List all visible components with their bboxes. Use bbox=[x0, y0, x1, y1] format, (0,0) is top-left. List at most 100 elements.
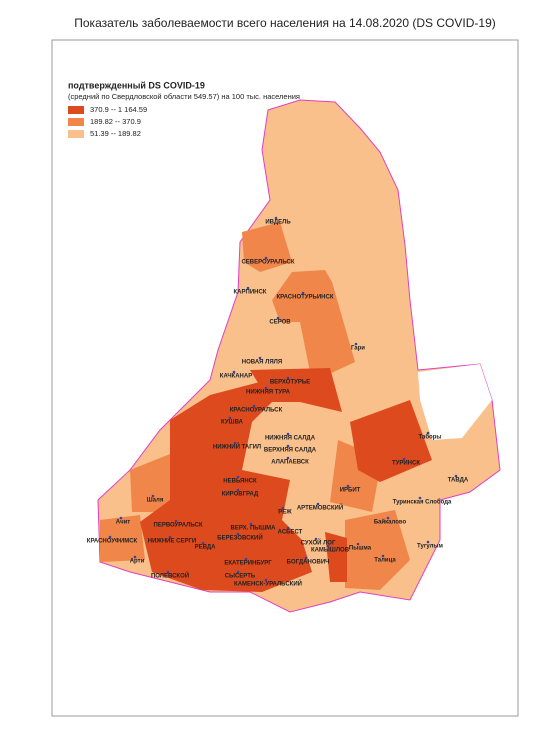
place-label: Тугулым bbox=[417, 544, 443, 550]
region bbox=[140, 382, 312, 592]
place-label: СЕРОВ bbox=[269, 320, 291, 326]
place-dot bbox=[356, 542, 360, 546]
place-label: БЕРЕЗОВСКИЙ bbox=[217, 534, 262, 542]
place-dot bbox=[286, 432, 290, 436]
place-dot bbox=[233, 441, 237, 445]
place-label: ИВДЕЛЬ bbox=[265, 220, 291, 226]
place-dot bbox=[258, 356, 262, 360]
place-dot bbox=[236, 532, 240, 536]
place-dot bbox=[276, 316, 280, 320]
place-label: НЕВЬЯНСК bbox=[223, 479, 257, 485]
place-label: НИЖНИЕ СЕРГИ bbox=[148, 539, 196, 545]
region bbox=[250, 368, 342, 412]
place-label: Пышма bbox=[349, 546, 372, 552]
legend-swatch bbox=[68, 118, 84, 126]
place-label: РЕЖ bbox=[278, 510, 292, 516]
place-label: СЫСЕРТЬ bbox=[225, 574, 256, 580]
place-dot bbox=[304, 556, 308, 560]
place-dot bbox=[246, 286, 250, 290]
place-label: Талица bbox=[374, 558, 396, 564]
legend-heading: подтвержденный DS COVID-19 bbox=[68, 80, 205, 90]
place-label: КАЧКАНАР bbox=[220, 374, 252, 380]
place-label: КРАСНОТУРЬИНСК bbox=[276, 295, 333, 301]
place-dot bbox=[232, 370, 236, 374]
place-label: НИЖНЯЯ САЛДА bbox=[265, 436, 316, 442]
place-label: ЕКАТЕРИНБУРГ bbox=[224, 561, 272, 567]
place-label: КРАСНОУРАЛЬСК bbox=[230, 408, 283, 414]
place-dot bbox=[326, 544, 330, 548]
place-label: АРТЕМОВСКИЙ bbox=[297, 504, 343, 512]
place-label: Гари bbox=[351, 346, 365, 352]
place-label: Арти bbox=[130, 559, 145, 565]
place-dot bbox=[402, 457, 406, 461]
place-label: КИРОВГРАД bbox=[222, 492, 259, 498]
place-dot bbox=[281, 506, 285, 510]
place-label: АСБЕСТ bbox=[278, 530, 303, 536]
place-label: ПОЛЕВСКОЙ bbox=[151, 572, 189, 580]
place-dot bbox=[252, 404, 256, 408]
region bbox=[242, 222, 292, 272]
place-dot bbox=[274, 216, 278, 220]
place-dot bbox=[108, 535, 112, 539]
place-label: РЕВДА bbox=[195, 545, 217, 551]
place-dot bbox=[236, 570, 240, 574]
place-label: Ачит bbox=[116, 520, 131, 526]
legend: подтвержденный DS COVID-19 (средний по С… bbox=[68, 80, 300, 138]
place-label: СЕВЕРОУРАЛЬСК bbox=[241, 260, 294, 266]
place-label: Шаля bbox=[147, 498, 164, 504]
place-dot bbox=[264, 256, 268, 260]
place-label: КРАСНОУФИМСК bbox=[87, 539, 138, 545]
place-label: НИЖНЯЯ ТУРА bbox=[246, 390, 291, 396]
place-label: ТУРИНСК bbox=[392, 461, 420, 467]
place-dot bbox=[119, 516, 123, 520]
place-dot bbox=[301, 291, 305, 295]
place-dot bbox=[236, 488, 240, 492]
place-label: Таборы bbox=[418, 434, 441, 441]
place-dot bbox=[201, 541, 205, 545]
place-label: НОВАЯ ЛЯЛЯ bbox=[242, 360, 282, 366]
region bbox=[325, 532, 347, 582]
place-dot bbox=[264, 386, 268, 390]
region bbox=[345, 510, 410, 590]
place-dot bbox=[286, 376, 290, 380]
place-dot bbox=[166, 570, 170, 574]
place-dot bbox=[236, 475, 240, 479]
region bbox=[272, 270, 355, 382]
place-dot bbox=[286, 456, 290, 460]
place-label: КАРПИНСК bbox=[234, 290, 267, 296]
legend-swatch bbox=[68, 130, 84, 138]
legend-entry: 370.9 -- 1 164.59 bbox=[90, 105, 147, 114]
place-dot bbox=[354, 342, 358, 346]
region bbox=[100, 515, 145, 562]
place-label: НИЖНИЙ ТАГИЛ bbox=[213, 443, 261, 451]
legend-swatch bbox=[68, 106, 84, 114]
place-dot bbox=[346, 484, 350, 488]
place-dot bbox=[426, 540, 430, 544]
place-label: ИРБИТ bbox=[340, 488, 361, 494]
place-label: ПЕРВОУРАЛЬСК bbox=[154, 523, 203, 529]
region-map bbox=[97, 99, 501, 613]
place-dot bbox=[454, 474, 458, 478]
place-dot bbox=[286, 444, 290, 448]
place-dot bbox=[418, 496, 422, 500]
legend-entry: 51.39 -- 189.82 bbox=[90, 129, 141, 138]
place-dot bbox=[286, 526, 290, 530]
place-dot bbox=[168, 535, 172, 539]
place-label: СУХОЙ ЛОГ bbox=[301, 539, 336, 547]
legend-entry: 189.82 -- 370.9 bbox=[90, 117, 141, 126]
place-label: КАМЕНСК-УРАЛЬСКИЙ bbox=[234, 580, 302, 588]
frame bbox=[51, 39, 519, 717]
place-label: Туринская Слобода bbox=[393, 499, 452, 506]
place-label: АЛАПАЕВСК bbox=[271, 460, 309, 466]
place-dot bbox=[244, 557, 248, 561]
place-dot bbox=[426, 431, 430, 435]
place-dot bbox=[316, 502, 320, 506]
place-label: КАМЫШЛОВ bbox=[311, 548, 350, 554]
place-dot bbox=[174, 519, 178, 523]
map-title: Показатель заболеваемости всего населени… bbox=[74, 16, 496, 30]
place-dot bbox=[249, 522, 253, 526]
place-label: ВЕРХ. ПЫШМА bbox=[231, 526, 277, 532]
place-dot bbox=[381, 554, 385, 558]
place-dot bbox=[133, 555, 137, 559]
